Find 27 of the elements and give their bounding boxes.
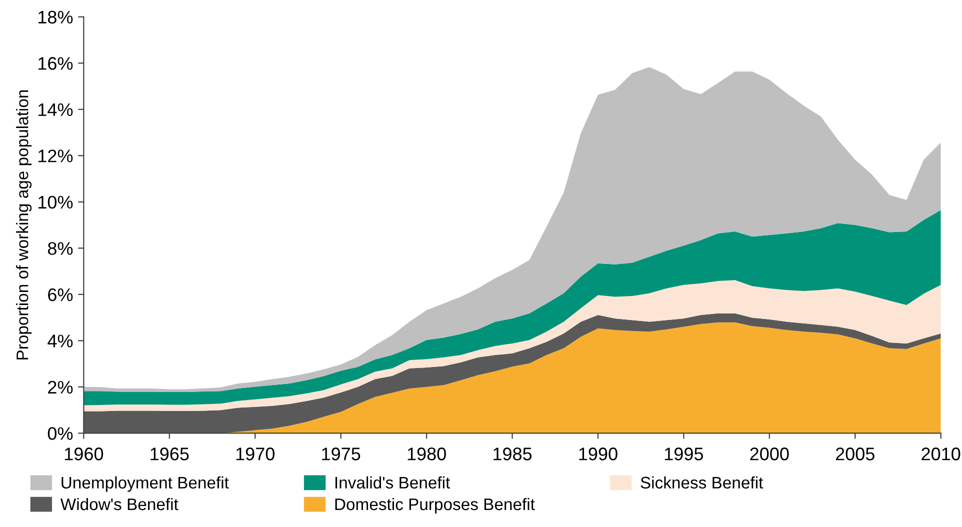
y-tick-label: 2% (48, 380, 73, 394)
x-tick-label: 2000 (750, 448, 789, 460)
y-tick-label: 10% (38, 196, 73, 209)
x-tick-label: 1990 (579, 448, 618, 460)
y-tick-label: 0% (48, 427, 73, 440)
y-tick-label: 4% (48, 334, 73, 348)
x-tick-label: 2005 (836, 448, 874, 460)
x-tick-label: 1965 (150, 448, 189, 460)
x-tick-label: 1980 (408, 448, 446, 460)
legend-label: Unemployment Benefit (62, 476, 229, 492)
y-tick-label: 14% (38, 103, 73, 116)
y-tick-label: 16% (38, 57, 73, 70)
legend-label: Invalid's Benefit (335, 476, 450, 489)
legend-label: Widow's Benefit (60, 498, 178, 510)
y-axis-title: Proportion of working age population (16, 90, 32, 360)
y-tick-label: 6% (48, 288, 73, 302)
x-tick-label: 1985 (494, 448, 532, 460)
x-tick-label: 2010 (922, 448, 960, 460)
x-tick-label: 1975 (322, 448, 360, 460)
x-tick-label: 1995 (664, 448, 704, 460)
legend-label: Domestic Purposes Benefit (335, 498, 535, 514)
y-tick-label: 18% (38, 10, 73, 24)
x-tick-label: 1970 (236, 448, 274, 460)
x-tick-label: 1960 (64, 448, 104, 460)
y-tick-label: 12% (38, 150, 73, 162)
y-tick-label: 8% (48, 242, 73, 255)
legend-label: Sickness Benefit (640, 476, 764, 489)
